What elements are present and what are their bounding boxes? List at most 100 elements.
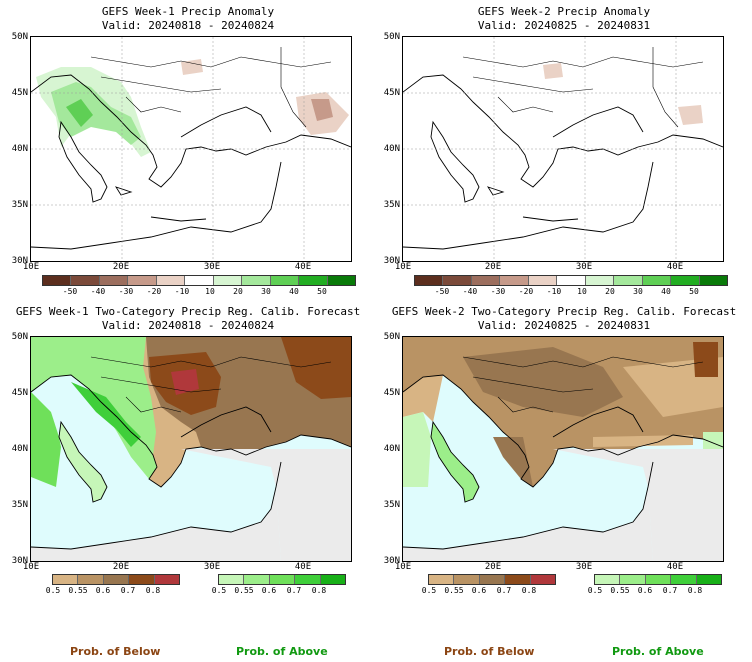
panel-title: GEFS Week-1 Two-Category Precip Reg. Cal… xyxy=(15,305,361,318)
lon-label-20e: 20E xyxy=(112,262,130,272)
panel-title: GEFS Week-1 Precip Anomaly xyxy=(101,5,275,18)
prob-below-tick: 0.8 xyxy=(521,586,537,595)
lat-label-30n: 30N xyxy=(383,256,400,266)
panel-subtitle: Valid: 20240818 - 20240824 xyxy=(101,319,275,332)
lon-label-20e: 20E xyxy=(484,262,502,272)
gridlines xyxy=(31,37,351,261)
lat-label-30n: 30N xyxy=(383,556,400,566)
anomaly-tick: -50 xyxy=(434,287,450,296)
lon-label-30e: 30E xyxy=(575,562,593,572)
anomaly-bin xyxy=(443,276,472,285)
anomaly-tick: 40 xyxy=(661,287,671,296)
border-overlay xyxy=(462,356,704,413)
lon-label-20e: 20E xyxy=(484,562,502,572)
prob-above-tick: 0.8 xyxy=(687,586,703,595)
prob-below-bin xyxy=(530,575,556,584)
prob-below-label-right: Prob. of Below xyxy=(444,645,535,658)
prob-below-bin xyxy=(129,575,155,584)
anomaly-tick: -50 xyxy=(62,287,78,296)
prob-above-colorbar xyxy=(594,574,722,585)
gridlines xyxy=(403,37,723,261)
map-week2-anomaly xyxy=(402,36,724,262)
prob-above-bin xyxy=(671,575,697,584)
lon-label-10e: 10E xyxy=(394,562,412,572)
map-week2-probability xyxy=(402,336,724,562)
anomaly-tick: 50 xyxy=(689,287,699,296)
prob-below-tick: 0.6 xyxy=(471,586,487,595)
border-overlay xyxy=(462,47,704,128)
lat-label-45n: 45N xyxy=(383,388,400,398)
anomaly-bin xyxy=(671,276,700,285)
anomaly-tick: -10 xyxy=(174,287,190,296)
map-week1-anomaly xyxy=(30,36,352,262)
anomaly-tick: 10 xyxy=(577,287,587,296)
anomaly-tick: 30 xyxy=(633,287,643,296)
prob-above-bin xyxy=(620,575,646,584)
panel-subtitle: Valid: 20240825 - 20240831 xyxy=(477,19,651,32)
panel-week1-probability: GEFS Week-1 Two-Category Precip Reg. Cal… xyxy=(0,300,376,600)
lat-label-35n: 35N xyxy=(11,200,28,210)
anomaly-bin xyxy=(185,276,214,285)
lat-label-45n: 45N xyxy=(383,88,400,98)
anomaly-tick: -30 xyxy=(490,287,506,296)
prob-above-label-right: Prob. of Above xyxy=(612,645,704,658)
prob-above-bin xyxy=(320,575,346,584)
anomaly-bin xyxy=(642,276,672,285)
border-overlay xyxy=(90,47,332,128)
prob-above-tick: 0.6 xyxy=(261,586,277,595)
lat-label-40n: 40N xyxy=(383,144,400,154)
panel-title: GEFS Week-2 Precip Anomaly xyxy=(477,5,651,18)
anomaly-bin xyxy=(528,276,558,285)
lon-label-10e: 10E xyxy=(394,262,412,272)
anomaly-bin xyxy=(614,276,643,285)
lon-label-30e: 30E xyxy=(203,562,221,572)
prob-above-tick: 0.8 xyxy=(311,586,327,595)
prob-below-bin xyxy=(103,575,130,584)
lat-label-30n: 30N xyxy=(11,556,28,566)
anomaly-bin xyxy=(43,276,72,285)
prob-above-bin xyxy=(645,575,672,584)
anomaly-tick: 10 xyxy=(205,287,215,296)
prob-above-tick: 0.6 xyxy=(637,586,653,595)
lat-label-50n: 50N xyxy=(383,32,400,42)
anomaly-bin xyxy=(156,276,186,285)
anomaly-tick: -40 xyxy=(90,287,106,296)
lat-label-50n: 50N xyxy=(11,332,28,342)
lon-label-30e: 30E xyxy=(575,262,593,272)
lat-label-50n: 50N xyxy=(11,32,28,42)
coastline-overlay xyxy=(31,374,351,550)
prob-below-tick: 0.8 xyxy=(145,586,161,595)
lat-label-40n: 40N xyxy=(11,444,28,454)
lat-label-35n: 35N xyxy=(11,500,28,510)
prob-below-tick: 0.6 xyxy=(95,586,111,595)
anomaly-tick: 20 xyxy=(605,287,615,296)
lat-label-30n: 30N xyxy=(11,256,28,266)
prob-above-bin xyxy=(219,575,245,584)
prob-above-tick: 0.7 xyxy=(662,586,678,595)
prob-above-bin xyxy=(595,575,621,584)
anomaly-bin xyxy=(299,276,328,285)
prob-below-bin xyxy=(154,575,180,584)
anomaly-bin xyxy=(699,276,727,285)
anomaly-tick: -30 xyxy=(118,287,134,296)
anomaly-bin xyxy=(99,276,129,285)
lon-label-40e: 40E xyxy=(666,562,684,572)
anomaly-bin xyxy=(71,276,100,285)
border-overlay xyxy=(90,356,332,413)
coastline-overlay xyxy=(403,74,723,250)
prob-below-tick: 0.5 xyxy=(421,586,437,595)
coastline-overlay xyxy=(31,74,351,250)
prob-below-colorbar xyxy=(52,574,180,585)
prob-above-tick: 0.7 xyxy=(286,586,302,595)
prob-below-tick: 0.55 xyxy=(444,586,464,595)
anomaly-bin xyxy=(242,276,271,285)
prob-below-bin xyxy=(479,575,506,584)
panel-subtitle: Valid: 20240818 - 20240824 xyxy=(101,19,275,32)
anomaly-bin xyxy=(213,276,243,285)
anomaly-tick: -10 xyxy=(546,287,562,296)
prob-above-colorbar xyxy=(218,574,346,585)
lat-label-40n: 40N xyxy=(11,144,28,154)
anomaly-tick: 20 xyxy=(233,287,243,296)
prob-below-bin xyxy=(454,575,480,584)
anomaly-tick: -20 xyxy=(146,287,162,296)
